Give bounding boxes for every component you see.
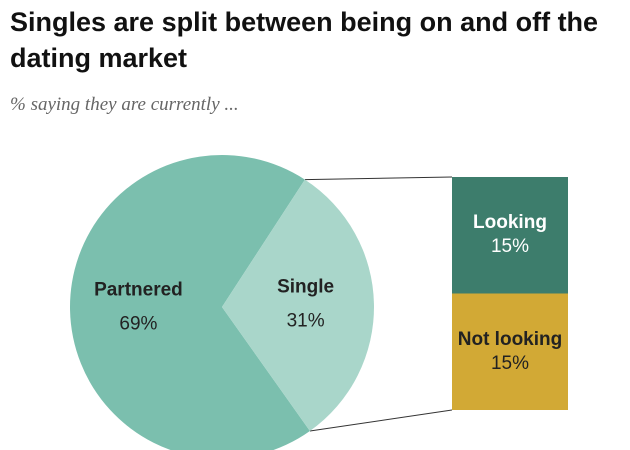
segment-value: 15% [490,236,530,258]
connector [304,176,453,181]
slice-label: Single [277,276,334,297]
pie-slice [222,179,374,431]
pie-slice [70,155,310,450]
chart-subtitle: % saying they are currently ... [10,94,239,115]
slice-value: 69% [119,314,157,335]
bar-segment [452,293,568,410]
connector [309,409,453,432]
slice-value: 31% [287,310,325,331]
chart-title: Singles are split between being on and o… [10,7,599,73]
segment-name: Looking [473,212,547,234]
bar-segment [452,177,568,294]
segment-label: Not looking 15% [452,328,568,376]
segment-name: Not looking [457,328,563,350]
segment-label: Looking 15% [452,211,568,259]
slice-label: Partnered [94,280,183,301]
segment-value: 15% [490,352,530,374]
